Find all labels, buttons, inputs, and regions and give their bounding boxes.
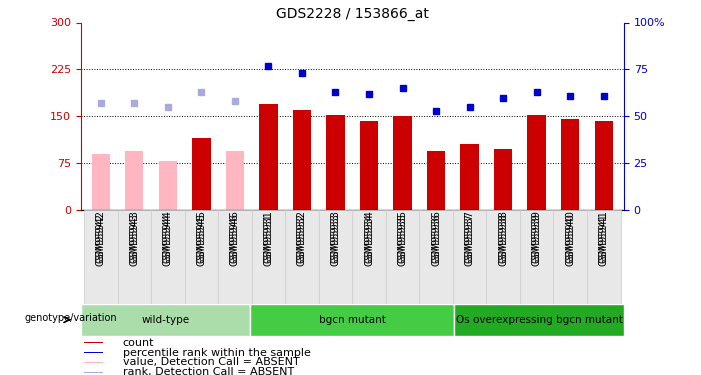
Text: Os overexpressing bgcn mutant: Os overexpressing bgcn mutant — [456, 315, 622, 325]
Text: GSM95940: GSM95940 — [565, 210, 576, 263]
Bar — [81, 304, 250, 336]
Bar — [84, 210, 118, 304]
Text: GSM95932: GSM95932 — [297, 210, 307, 263]
Text: GSM95944: GSM95944 — [163, 210, 173, 263]
Bar — [84, 342, 103, 343]
Bar — [319, 210, 353, 304]
Bar — [520, 210, 554, 304]
Text: GSM95940: GSM95940 — [565, 213, 576, 266]
Text: GSM95945: GSM95945 — [196, 210, 206, 263]
Bar — [386, 210, 419, 304]
Text: GSM95942: GSM95942 — [96, 213, 106, 266]
Text: GSM95937: GSM95937 — [465, 210, 475, 263]
Text: count: count — [123, 338, 154, 348]
Bar — [587, 210, 620, 304]
Text: GSM95944: GSM95944 — [163, 213, 173, 266]
Bar — [92, 154, 110, 210]
Text: GSM95938: GSM95938 — [498, 210, 508, 263]
Text: GSM95931: GSM95931 — [264, 213, 273, 266]
Text: GSM95946: GSM95946 — [230, 210, 240, 263]
Text: GSM95945: GSM95945 — [196, 213, 206, 266]
Bar — [125, 151, 144, 210]
Text: GSM95935: GSM95935 — [397, 210, 407, 263]
Bar — [259, 104, 278, 210]
Text: GSM95933: GSM95933 — [330, 213, 341, 266]
Text: GSM95937: GSM95937 — [465, 213, 475, 266]
Text: GSM95936: GSM95936 — [431, 210, 441, 263]
Bar — [252, 210, 285, 304]
Text: GSM95931: GSM95931 — [264, 210, 273, 263]
Text: GSM95943: GSM95943 — [129, 210, 139, 263]
Bar — [427, 151, 445, 210]
Bar — [527, 115, 546, 210]
Bar — [360, 121, 379, 210]
Text: GSM95943: GSM95943 — [129, 213, 139, 266]
Bar — [293, 110, 311, 210]
Text: GSM95933: GSM95933 — [330, 210, 341, 263]
Bar — [594, 121, 613, 210]
Text: bgcn mutant: bgcn mutant — [319, 315, 386, 325]
Text: wild-type: wild-type — [142, 315, 189, 325]
Bar — [419, 210, 453, 304]
Bar — [494, 149, 512, 210]
Bar — [486, 210, 520, 304]
Bar — [326, 115, 345, 210]
Bar — [461, 144, 479, 210]
Text: GSM95942: GSM95942 — [96, 210, 106, 263]
Bar — [554, 210, 587, 304]
Text: GSM95939: GSM95939 — [531, 210, 542, 263]
Bar — [250, 304, 454, 336]
Bar — [158, 161, 177, 210]
Bar — [226, 151, 244, 210]
Text: GSM95938: GSM95938 — [498, 213, 508, 266]
Text: value, Detection Call = ABSENT: value, Detection Call = ABSENT — [123, 357, 299, 368]
Text: GSM95935: GSM95935 — [397, 213, 407, 266]
Bar — [84, 352, 103, 353]
Bar — [453, 210, 486, 304]
Title: GDS2228 / 153866_at: GDS2228 / 153866_at — [275, 8, 429, 21]
Text: GSM95941: GSM95941 — [599, 213, 608, 266]
Bar — [561, 119, 580, 210]
Bar — [192, 138, 210, 210]
Text: rank, Detection Call = ABSENT: rank, Detection Call = ABSENT — [123, 367, 294, 375]
Text: GSM95939: GSM95939 — [531, 213, 542, 266]
Text: GSM95934: GSM95934 — [364, 213, 374, 266]
Bar — [285, 210, 319, 304]
Text: GSM95936: GSM95936 — [431, 213, 441, 266]
Bar — [184, 210, 218, 304]
Bar — [454, 304, 624, 336]
Bar — [84, 362, 103, 363]
Text: GSM95946: GSM95946 — [230, 213, 240, 266]
Bar — [151, 210, 184, 304]
Text: GSM95941: GSM95941 — [599, 210, 608, 263]
Text: GSM95934: GSM95934 — [364, 210, 374, 263]
Bar — [353, 210, 386, 304]
Bar — [84, 372, 103, 373]
Text: GSM95932: GSM95932 — [297, 213, 307, 266]
Bar — [218, 210, 252, 304]
Text: percentile rank within the sample: percentile rank within the sample — [123, 348, 311, 357]
Bar — [393, 116, 411, 210]
Bar — [118, 210, 151, 304]
Text: genotype/variation: genotype/variation — [24, 313, 117, 323]
